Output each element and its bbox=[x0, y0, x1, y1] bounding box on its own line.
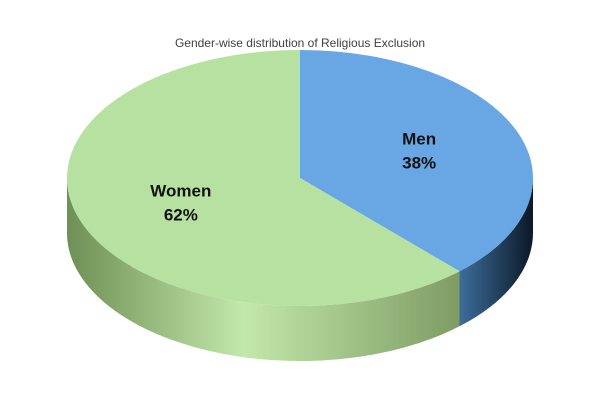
slice-side bbox=[66, 178, 460, 361]
slice-value-label: 62% bbox=[164, 205, 198, 224]
slice-label: Women bbox=[150, 181, 211, 200]
chart-title: Gender-wise distribution of Religious Ex… bbox=[175, 36, 425, 50]
pie-slice bbox=[300, 50, 533, 272]
pie-slice bbox=[66, 50, 460, 306]
slice-label: Men bbox=[402, 130, 436, 149]
slice-value-label: 38% bbox=[402, 154, 436, 173]
slice-side bbox=[459, 178, 533, 327]
